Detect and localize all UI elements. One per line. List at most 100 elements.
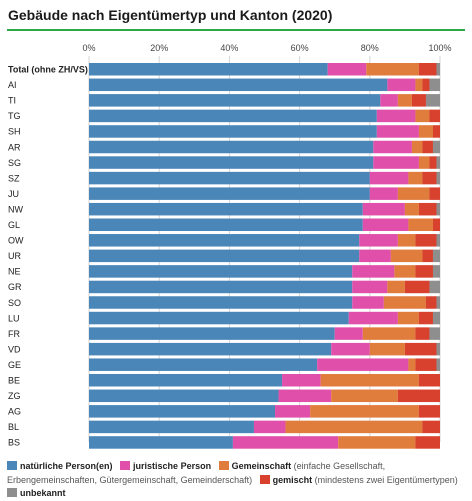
bar-segment — [411, 140, 423, 154]
bar-segment — [415, 78, 423, 92]
bar-segment — [436, 342, 440, 356]
bar-segment — [415, 358, 437, 371]
bar-segment — [432, 140, 440, 154]
bar-segment — [425, 296, 437, 309]
bar-segment — [362, 327, 416, 340]
bar-segment — [436, 63, 440, 76]
bar-segment — [387, 78, 416, 92]
bar-segment — [320, 374, 419, 387]
category-label: FR — [8, 329, 20, 339]
bar-segment — [415, 234, 437, 247]
x-tick-label: 20% — [150, 43, 168, 53]
bar-segment — [422, 171, 437, 185]
bar-segment — [89, 63, 328, 76]
chart-title: Gebäude nach Eigentümertyp und Kanton (2… — [8, 7, 333, 23]
bar-segment — [408, 358, 416, 371]
bar-segment — [89, 156, 374, 169]
bar-segment — [348, 311, 398, 325]
category-label: TI — [8, 96, 16, 106]
bar-segment — [432, 311, 440, 325]
bar-segment — [390, 249, 423, 263]
bar-segment — [432, 265, 440, 278]
bar-segment — [404, 342, 437, 356]
bar-segment — [418, 125, 433, 138]
x-tick-label: 100% — [428, 43, 451, 53]
bar-segment — [376, 125, 419, 138]
bar-segment — [376, 109, 416, 123]
bar-segment — [352, 280, 388, 294]
bar-segment — [415, 109, 430, 123]
bar-segment — [436, 156, 440, 169]
bar-segment — [408, 218, 433, 231]
bar-segment — [432, 125, 440, 138]
bar-segment — [362, 202, 405, 216]
bar-segment — [352, 296, 384, 309]
x-tick-label: 60% — [291, 43, 309, 53]
bar-segment — [89, 94, 381, 107]
x-tick-label: 0% — [82, 43, 95, 53]
bar-segment — [380, 94, 398, 107]
bar-segment — [366, 63, 419, 76]
bar-segment — [387, 280, 405, 294]
category-label: AR — [8, 142, 21, 152]
category-label: SG — [8, 158, 21, 168]
bar-segment — [436, 171, 440, 185]
bar-segment — [422, 249, 433, 263]
bar-segment — [89, 265, 353, 278]
bar-segment — [89, 420, 254, 434]
category-label: GL — [8, 220, 20, 230]
legend-item-legal-person: juristische Person — [120, 461, 211, 471]
bar-segment — [89, 389, 279, 403]
bar-segment — [331, 389, 398, 403]
bar-segment — [415, 436, 440, 449]
bar-segment — [422, 78, 430, 92]
bar-segment — [418, 374, 440, 387]
bar-segment — [436, 358, 440, 371]
category-label: NW — [8, 204, 23, 214]
category-label: VD — [8, 344, 21, 354]
bar-segment — [404, 280, 430, 294]
legend-item-community: Gemeinschaft (einfache Gesellschaft, Erb… — [7, 461, 385, 485]
legend-swatch — [120, 461, 131, 470]
bar-segment — [429, 78, 440, 92]
bar-segment — [253, 420, 286, 434]
bar-segment — [89, 187, 370, 200]
bar-segment — [422, 140, 433, 154]
category-label: ZG — [8, 391, 21, 401]
legend-item-natural-person: natürliche Person(en) — [7, 461, 113, 471]
bar-segment — [422, 420, 440, 434]
bar-segment — [89, 342, 332, 356]
category-label: JU — [8, 189, 19, 199]
bar-segment — [429, 327, 440, 340]
legend-swatch — [218, 461, 229, 470]
category-label: LU — [8, 313, 20, 323]
bar-segment — [411, 94, 426, 107]
bar-segment — [418, 63, 437, 76]
category-label: BS — [8, 438, 20, 448]
legend-note: (einfache Gesellschaft, Erbengemeinschaf… — [7, 461, 386, 485]
title-rule — [7, 29, 465, 31]
bar-segment — [397, 234, 416, 247]
legend-label: unbekannt — [20, 488, 66, 498]
legend-label: gemischt — [272, 474, 313, 485]
bar-segment — [418, 202, 437, 216]
category-label: GE — [8, 360, 21, 370]
bar-segment — [317, 358, 409, 371]
bar-segment — [89, 374, 283, 387]
bar-segment — [415, 265, 433, 278]
bar-segment — [89, 405, 276, 418]
legend-label: Gemeinschaft — [231, 461, 292, 471]
bar-segment — [89, 234, 360, 247]
bar-segment — [397, 311, 419, 325]
bar-segment — [359, 234, 398, 247]
bar-segment — [89, 358, 318, 371]
bar-segment — [429, 187, 440, 200]
bar-segment — [418, 156, 430, 169]
legend-swatch — [259, 474, 270, 484]
category-label: NE — [8, 267, 21, 277]
bar-segment — [397, 389, 440, 403]
bar-segment — [383, 296, 426, 309]
bar-segment — [425, 94, 440, 107]
bar-segment — [394, 265, 416, 278]
legend-item-mixed: gemischt (mindestens zwei Eigentümertype… — [259, 474, 458, 485]
